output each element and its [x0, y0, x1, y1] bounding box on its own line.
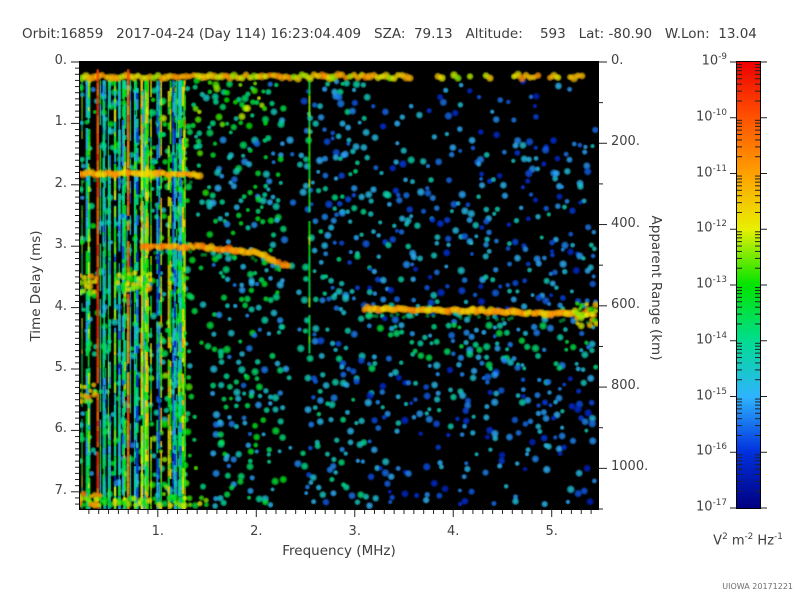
x-tick-label: 2.	[250, 524, 263, 539]
colorbar-tick-label: 10-12	[696, 219, 727, 236]
colorbar-gradient	[736, 61, 761, 509]
y-tick-label: 2.	[54, 175, 67, 191]
y2-tick-label: 1000.	[611, 459, 649, 475]
colorbar-tick-label: 10-14	[696, 330, 727, 348]
y-tick-label: 1.	[54, 114, 67, 130]
x-tick-label: 4.	[447, 524, 460, 539]
y-tick-label: 3.	[54, 237, 67, 253]
y2-tick-label: 0.	[611, 53, 624, 68]
colorbar-tick-label: 10-10	[696, 107, 727, 125]
y-tick-label: 5.	[54, 360, 67, 375]
x-axis-title: Frequency (MHz)	[282, 543, 396, 559]
y2-tick-label: 800.	[611, 378, 640, 394]
colorbar-tick-label: 10-17	[696, 498, 727, 515]
spectrogram-plot	[79, 61, 599, 510]
y-tick-label: 0.	[54, 53, 67, 68]
y2-axis-title: Apparent Range (km)	[648, 215, 664, 361]
spectrogram-canvas	[80, 62, 598, 509]
uiowa-stamp: UIOWA 20171221	[722, 582, 793, 591]
colorbar-tick-label: 10-11	[696, 163, 727, 180]
y-axis-title: Time Delay (ms)	[28, 230, 44, 342]
y2-tick-label: 200.	[611, 134, 640, 150]
y-tick-label: 4.	[54, 298, 67, 314]
y-tick-label: 6.	[54, 421, 67, 437]
colorbar-tick-label: 10-15	[696, 386, 727, 403]
colorbar-tick-label: 10-16	[696, 442, 727, 459]
header-info: Orbit:16859 2017-04-24 (Day 114) 16:23:0…	[22, 26, 757, 42]
y-tick-label: 7.	[54, 482, 67, 498]
colorbar-tick-label: 10-9	[701, 52, 727, 69]
x-tick-label: 5.	[545, 524, 558, 539]
colorbar-tick-label: 10-13	[696, 275, 727, 292]
x-tick-label: 3.	[348, 524, 361, 539]
x-tick-label: 1.	[151, 524, 164, 539]
colorbar-unit-label: V2 m-2 Hz-1	[713, 532, 783, 549]
